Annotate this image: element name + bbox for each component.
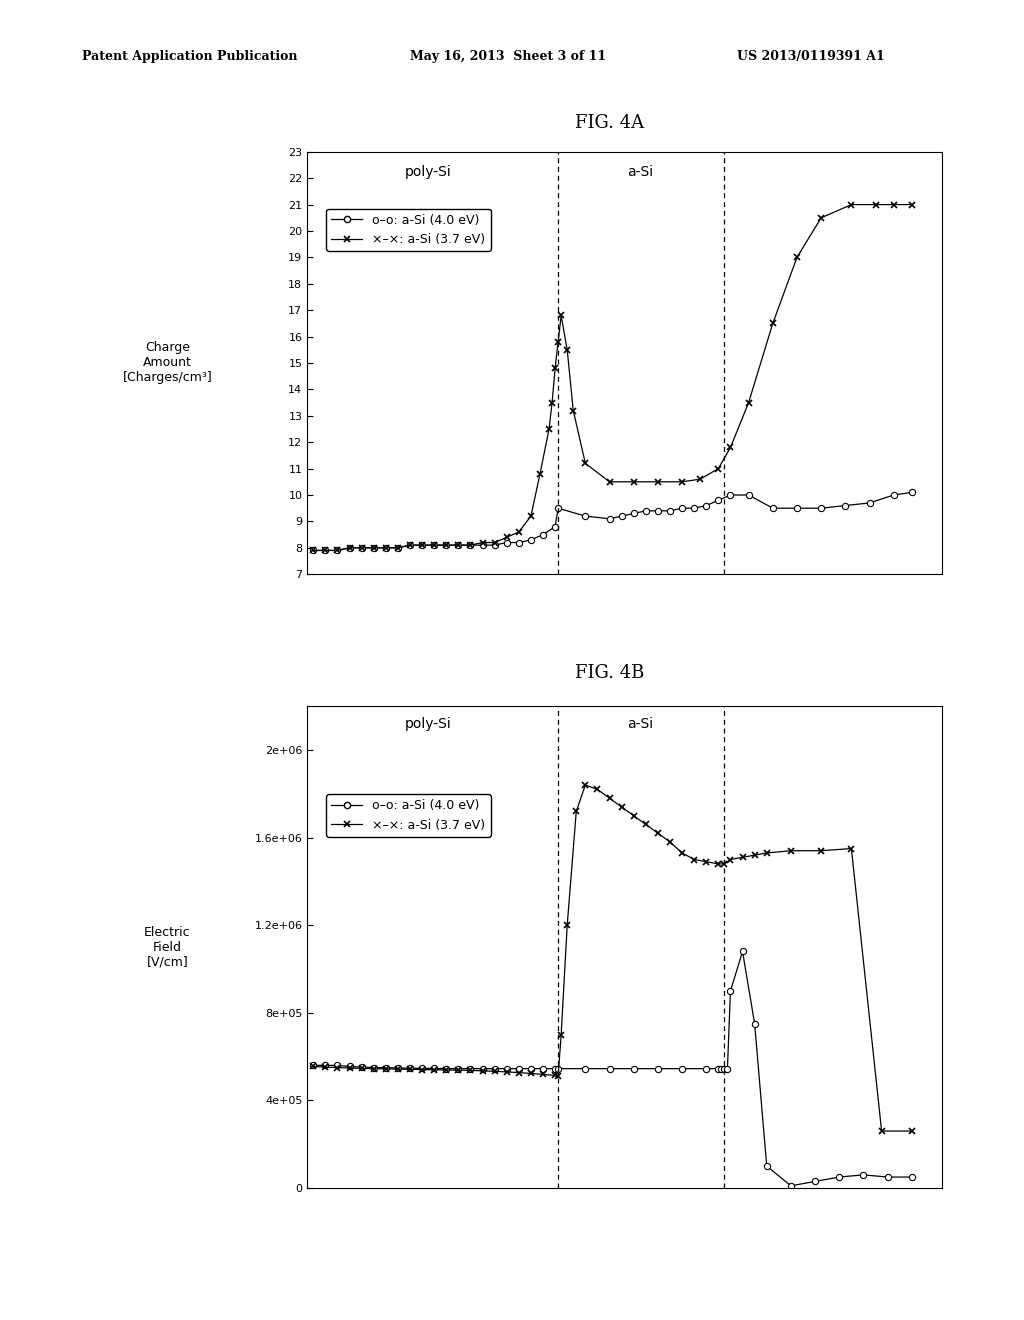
Legend: o–o: a-Si (4.0 eV), ×–×: a-Si (3.7 eV): o–o: a-Si (4.0 eV), ×–×: a-Si (3.7 eV) (327, 795, 490, 837)
Text: a-Si: a-Si (627, 165, 653, 180)
Text: Patent Application Publication: Patent Application Publication (82, 50, 297, 63)
Text: FIG. 4B: FIG. 4B (574, 664, 644, 682)
Text: a-Si: a-Si (627, 717, 653, 731)
Text: Charge
Amount
[Charges/cm³]: Charge Amount [Charges/cm³] (123, 342, 212, 384)
Text: US 2013/0119391 A1: US 2013/0119391 A1 (737, 50, 885, 63)
Text: FIG. 4A: FIG. 4A (574, 114, 644, 132)
Text: Electric
Field
[V/cm]: Electric Field [V/cm] (144, 925, 190, 969)
Text: poly-Si: poly-Si (404, 717, 452, 731)
Text: poly-Si: poly-Si (404, 165, 452, 180)
Legend: o–o: a-Si (4.0 eV), ×–×: a-Si (3.7 eV): o–o: a-Si (4.0 eV), ×–×: a-Si (3.7 eV) (327, 209, 490, 251)
Text: May 16, 2013  Sheet 3 of 11: May 16, 2013 Sheet 3 of 11 (410, 50, 606, 63)
